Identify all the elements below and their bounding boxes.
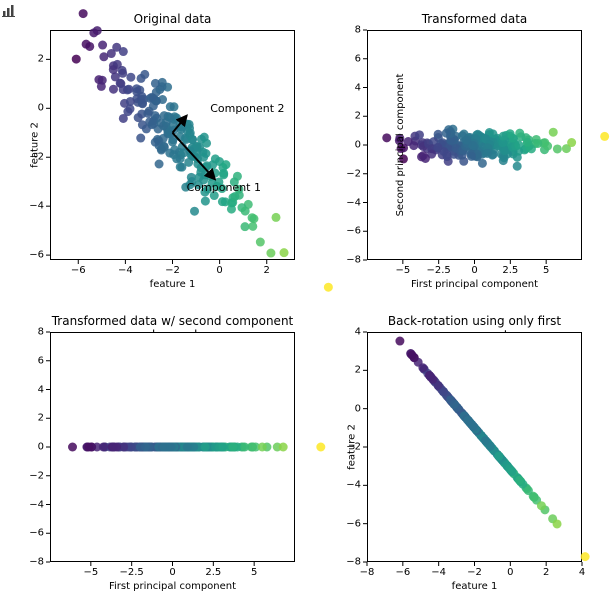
y-tick-label: −4 — [346, 197, 361, 208]
x-tick-label: −6 — [395, 567, 410, 578]
y-tick-label: 0 — [355, 403, 361, 414]
x-tick-label: 2 — [543, 567, 549, 578]
y-tick-label: 0 — [38, 103, 44, 114]
x-label: feature 1 — [367, 581, 582, 592]
x-tick-label: 2 — [264, 265, 270, 276]
x-tick-label: −4 — [431, 567, 446, 578]
y-tick-label: −8 — [346, 255, 361, 266]
y-tick-label: −2 — [346, 168, 361, 179]
x-tick-label: 4 — [579, 567, 585, 578]
panel-title: Transformed data — [367, 12, 582, 26]
plot-svg — [50, 332, 295, 562]
y-tick-label: 2 — [38, 413, 44, 424]
x-tick-label: −5 — [395, 265, 410, 276]
y-tick-label: 4 — [355, 327, 361, 338]
y-tick-label: −6 — [29, 250, 44, 261]
y-tick-label: −4 — [29, 499, 44, 510]
plot-svg — [367, 332, 582, 562]
panel-transformed-data: Transformed data First principal compone… — [367, 30, 582, 260]
x-tick-label: −2 — [467, 567, 482, 578]
y-label: Second principal component — [395, 74, 406, 217]
y-tick-label: 4 — [355, 82, 361, 93]
y-tick-label: −2 — [346, 442, 361, 453]
annotation-label: Component 1 — [187, 181, 261, 194]
x-label: First principal component — [50, 581, 295, 592]
y-tick-label: −2 — [29, 470, 44, 481]
y-tick-label: 2 — [38, 54, 44, 65]
y-tick-label: 0 — [355, 140, 361, 151]
panel-back-rotation: Back-rotation using only first component… — [367, 332, 582, 562]
bar-chart-icon — [2, 2, 16, 16]
x-label: feature 1 — [50, 279, 295, 290]
y-tick-label: 0 — [38, 442, 44, 453]
x-tick-label: −8 — [360, 567, 375, 578]
x-tick-label: −5 — [83, 567, 98, 578]
x-tick-label: 0 — [471, 265, 477, 276]
y-tick-label: −6 — [29, 528, 44, 539]
y-tick-label: −4 — [346, 480, 361, 491]
panel-original-data: Original data feature 1 feature 2 −6−4−2… — [50, 30, 295, 260]
y-tick-label: −8 — [29, 557, 44, 568]
x-label: First principal component — [367, 279, 582, 290]
x-tick-label: −6 — [71, 265, 86, 276]
y-tick-label: 4 — [38, 384, 44, 395]
panel-transformed-dropped: Transformed data w/ second component dro… — [50, 332, 295, 562]
y-tick-label: 6 — [355, 53, 361, 64]
annotation-label: Component 2 — [210, 102, 284, 115]
x-tick-label: 5 — [251, 567, 257, 578]
y-tick-label: 8 — [38, 327, 44, 338]
y-tick-label: 2 — [355, 365, 361, 376]
x-tick-label: 0 — [507, 567, 513, 578]
y-tick-label: −6 — [346, 518, 361, 529]
x-tick-label: −2.5 — [120, 567, 144, 578]
x-tick-label: 0 — [216, 265, 222, 276]
x-tick-label: 2.5 — [502, 265, 518, 276]
plot-svg — [50, 30, 295, 260]
y-tick-label: 2 — [355, 111, 361, 122]
x-tick-label: −2 — [165, 265, 180, 276]
x-tick-label: −2.5 — [427, 265, 451, 276]
y-tick-label: −6 — [346, 226, 361, 237]
y-tick-label: 6 — [38, 355, 44, 366]
x-tick-label: 2.5 — [205, 567, 221, 578]
figure: Original data feature 1 feature 2 −6−4−2… — [0, 0, 612, 605]
y-tick-label: −2 — [29, 152, 44, 163]
x-tick-label: −4 — [118, 265, 133, 276]
y-tick-label: −4 — [29, 201, 44, 212]
x-tick-label: 5 — [543, 265, 549, 276]
y-tick-label: 8 — [355, 25, 361, 36]
x-tick-label: 0 — [169, 567, 175, 578]
y-tick-label: −8 — [346, 557, 361, 568]
